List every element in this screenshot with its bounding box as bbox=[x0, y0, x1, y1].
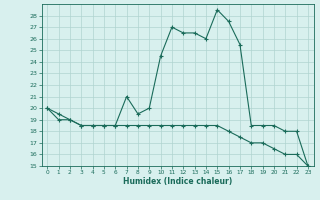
X-axis label: Humidex (Indice chaleur): Humidex (Indice chaleur) bbox=[123, 177, 232, 186]
